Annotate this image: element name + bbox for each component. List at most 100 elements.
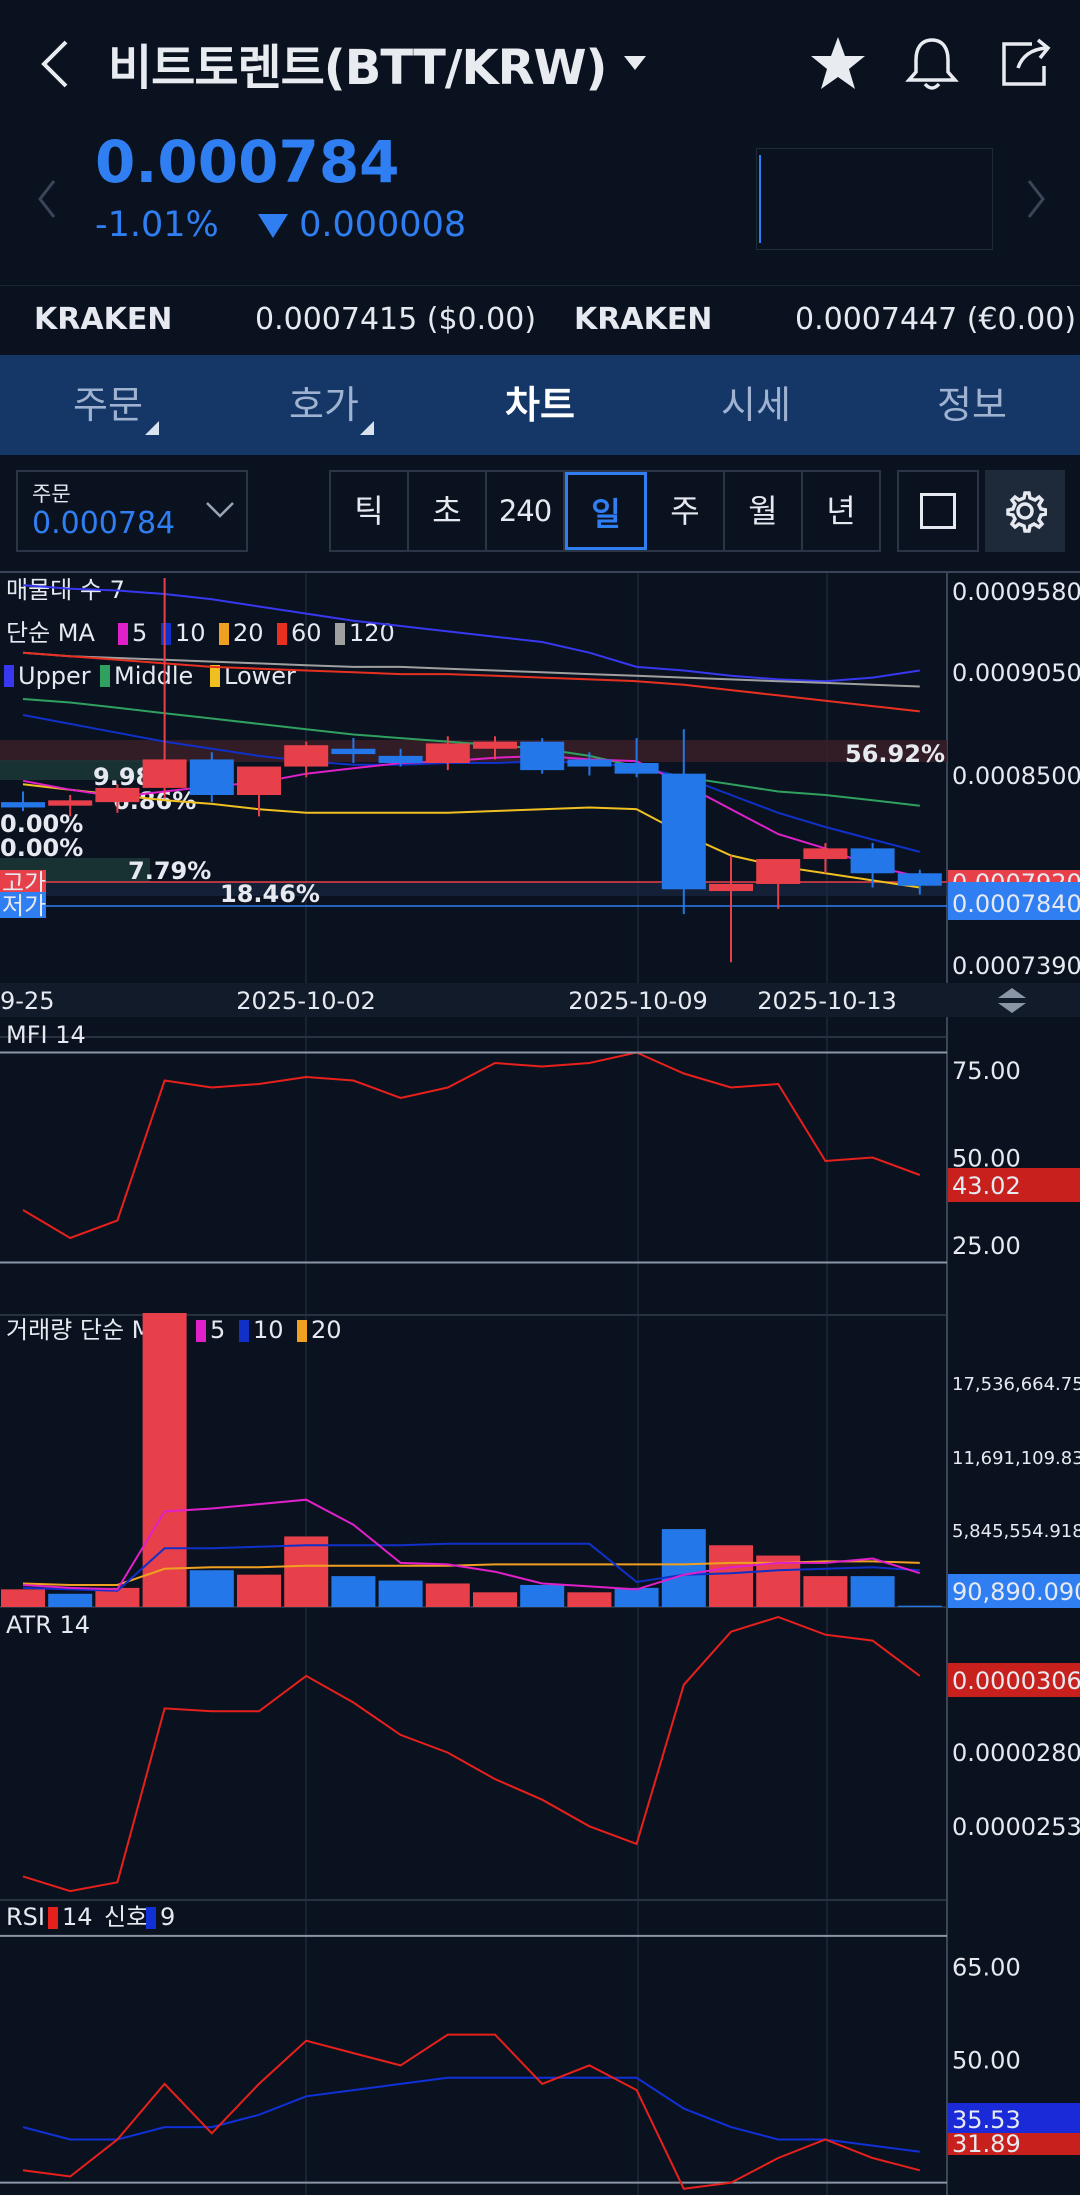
mfi-tick: 25.00 — [952, 1232, 1021, 1260]
legend-label: 10 — [253, 1316, 284, 1344]
volume-bar — [473, 1592, 517, 1607]
date-label: 2025-10-02 — [236, 987, 375, 1015]
period-year[interactable]: 년 — [826, 492, 856, 530]
candle-body — [425, 743, 470, 763]
tab-label: 호가 — [289, 383, 359, 427]
rsi-title: RSI — [6, 1903, 45, 1931]
candle-body — [48, 800, 93, 806]
date-labels: 9-25 2025-10-02 2025-10-09 2025-10-13 — [0, 987, 897, 1015]
legend-swatch — [100, 665, 110, 687]
tab-chart[interactable]: 차트 — [432, 355, 648, 455]
exchange-name: KRAKEN — [34, 302, 173, 337]
period-240min[interactable]: 240분 — [487, 472, 565, 606]
atr-last-bg — [948, 1663, 1080, 1697]
chevron-left-icon[interactable] — [36, 178, 58, 220]
profile-percent: 7.79% — [128, 857, 211, 885]
candle-body — [709, 883, 753, 892]
chart-area[interactable]: 매물대 수 7 단순 MA 5 10 20 60 120 Upper Middle Lower… — [0, 570, 1080, 2195]
rsi-tick: 65.00 — [952, 1954, 1021, 1982]
share-icon[interactable] — [998, 34, 1056, 90]
order-value: 0.000784 — [32, 506, 176, 541]
ma120-line — [22, 651, 920, 688]
date-axis — [0, 983, 1080, 1017]
volume-ma-legend: 거래량 단순 MA 5 10 20 — [6, 1316, 342, 1344]
bell-icon[interactable] — [904, 34, 960, 92]
last-price-tick: 0.0007840 — [952, 890, 1080, 918]
mfi-title: MFI 14 — [6, 1021, 86, 1049]
volume-tick: 17,536,664.755 — [952, 1374, 1080, 1395]
dropdown-caret-icon[interactable] — [622, 54, 648, 72]
volume-ma5-line — [22, 1498, 921, 1591]
volume-bar — [897, 1605, 942, 1607]
period-month[interactable]: 월 — [725, 472, 803, 550]
chevron-right-icon[interactable] — [1025, 178, 1047, 220]
tab-orderbook[interactable]: 호가 — [216, 355, 432, 455]
candle-body — [331, 748, 376, 755]
volume-bar — [520, 1584, 565, 1607]
legend-label: 5 — [210, 1316, 225, 1344]
candlesticks — [1, 578, 942, 963]
order-price-dropdown[interactable]: 주문 0.000784 — [16, 470, 248, 552]
indicator-line — [22, 1051, 921, 1240]
volume-bar — [1, 1589, 45, 1607]
tab-label: 시세 — [721, 383, 791, 427]
candle-body — [661, 773, 706, 890]
candle-body — [803, 848, 848, 860]
volume-bar — [614, 1587, 659, 1607]
volume-bar — [142, 1313, 187, 1607]
bb-upper-line — [22, 584, 920, 683]
legend-label: 10 — [175, 619, 206, 647]
star-icon[interactable] — [808, 34, 868, 92]
change-percent: -1.01% — [95, 205, 219, 245]
candle-body — [756, 859, 801, 884]
change-amount: 0.000008 — [299, 205, 467, 245]
ma10-line — [22, 714, 921, 853]
period-day[interactable]: 일 — [565, 472, 647, 550]
price-change: -1.01% 0.000008 — [95, 205, 466, 245]
volume-bar — [237, 1574, 281, 1607]
rsi-line — [22, 2033, 921, 2190]
rsi-signal-value: 35.53 — [952, 2106, 1021, 2134]
down-triangle-icon — [257, 214, 288, 238]
tab-quotes[interactable]: 시세 — [648, 355, 864, 455]
ma60-line — [22, 651, 920, 713]
date-label: 2025-10-09 — [568, 987, 707, 1015]
atr-tick: 0.0000280 — [952, 1739, 1080, 1767]
volume-bar — [189, 1570, 234, 1607]
atr-panel: 0.0000280 0.0000253 0.0000306 — [22, 1615, 1080, 1893]
tab-label: 주문 — [73, 383, 143, 427]
tab-info[interactable]: 정보 — [864, 355, 1080, 455]
ma5-line — [22, 754, 921, 878]
profile-percent: 0.00% — [0, 834, 83, 862]
mfi-tick: 50.00 — [952, 1145, 1021, 1173]
exchange-value: 0.0007415 ($0.00) — [255, 302, 537, 337]
rsi-last-value: 31.89 — [952, 2130, 1021, 2158]
profile-percent: 18.46% — [220, 880, 320, 908]
date-label: 2025-10-13 — [757, 987, 896, 1015]
legend-label: Lower — [224, 662, 296, 690]
back-arrow-icon[interactable] — [38, 38, 72, 90]
chevron-down-icon — [206, 502, 234, 518]
volume-bar — [803, 1576, 848, 1607]
period-second[interactable]: 초 — [409, 472, 487, 550]
candle-body — [284, 745, 329, 767]
mfi-tick: 75.00 — [952, 1057, 1021, 1085]
tab-label: 차트 — [505, 383, 575, 427]
volume-bar — [378, 1580, 423, 1607]
order-label: 주문 — [32, 482, 71, 506]
candle-body — [850, 848, 895, 874]
rsi-last-bg — [948, 2133, 1080, 2155]
atr-tick: 0.0000253 — [952, 1813, 1080, 1841]
period-week[interactable]: 주 — [647, 472, 725, 550]
tab-order[interactable]: 주문 — [0, 355, 216, 455]
layout-toggle-button[interactable] — [897, 470, 979, 552]
legend-swatch — [161, 623, 171, 645]
resize-icon[interactable] — [998, 988, 1026, 1013]
legend-swatch — [219, 623, 229, 645]
period-tick[interactable]: 틱 — [331, 472, 409, 550]
mfi-last-value: 43.02 — [952, 1172, 1021, 1200]
high-tag-bg — [0, 870, 46, 896]
market-title[interactable]: 비트토렌트(BTT/KRW) — [108, 40, 607, 96]
rsi-legend: RSI 14 신호 9 — [6, 1903, 175, 1931]
chart-settings-button[interactable] — [985, 470, 1065, 552]
